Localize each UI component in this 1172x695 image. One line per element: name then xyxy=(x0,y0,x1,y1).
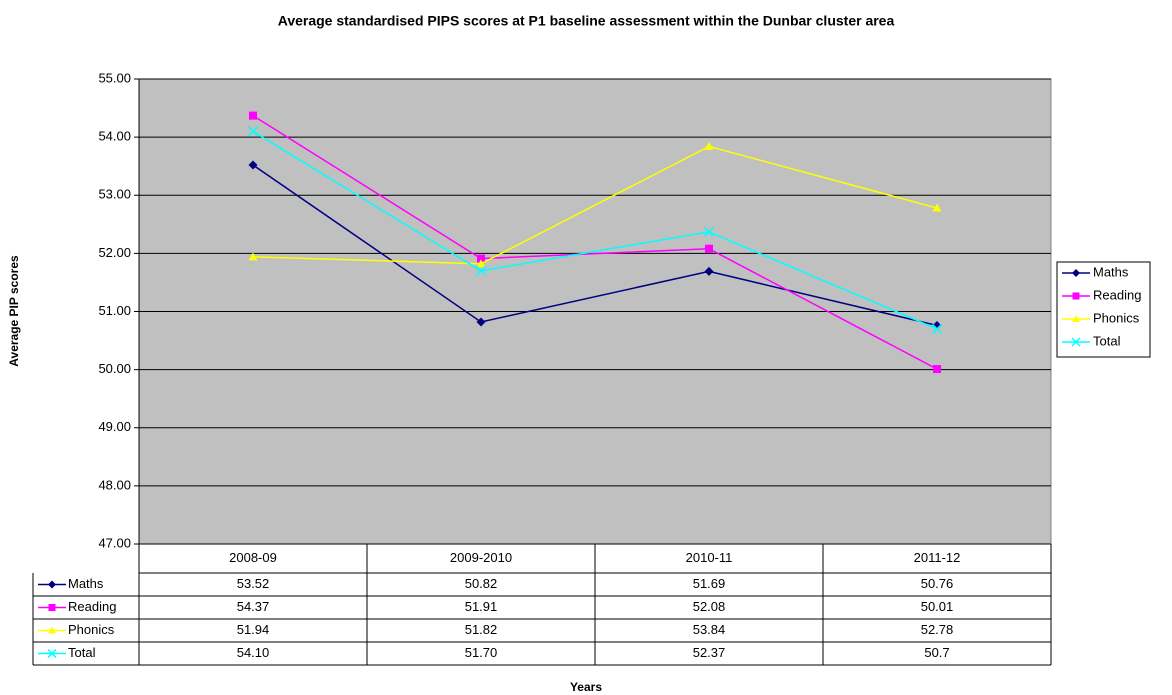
y-tick-label: 53.00 xyxy=(98,187,131,202)
table-series-name: Maths xyxy=(68,576,104,591)
marker xyxy=(704,141,714,150)
y-tick-label: 52.00 xyxy=(98,245,131,260)
marker xyxy=(931,323,943,334)
marker xyxy=(48,626,56,634)
legend-label: Maths xyxy=(1093,264,1129,279)
table-cell: 51.70 xyxy=(465,645,498,660)
marker xyxy=(48,604,56,611)
table-cell: 51.69 xyxy=(693,576,726,591)
series-line xyxy=(252,164,938,327)
marker xyxy=(249,111,257,120)
table-cell: 54.37 xyxy=(237,599,270,614)
table-cell: 51.94 xyxy=(237,622,270,637)
table-series-name: Total xyxy=(68,645,96,660)
table-cell: 52.08 xyxy=(693,599,726,614)
table-cell: 51.82 xyxy=(465,622,498,637)
marker xyxy=(247,126,259,137)
table-cell: 51.91 xyxy=(465,599,498,614)
x-axis-label: Years xyxy=(570,680,602,694)
marker xyxy=(476,317,486,327)
y-tick-label: 54.00 xyxy=(98,129,131,144)
table-cell: 53.52 xyxy=(237,576,270,591)
marker xyxy=(476,259,486,268)
marker xyxy=(705,244,713,253)
marker xyxy=(248,252,258,261)
y-axis-label: Average PIP scores xyxy=(7,255,21,367)
chart-title: Average standardised PIPS scores at P1 b… xyxy=(278,13,895,29)
y-tick-label: 49.00 xyxy=(98,419,131,434)
legend-label: Total xyxy=(1093,333,1121,348)
legend-label: Reading xyxy=(1093,287,1141,302)
marker xyxy=(1072,292,1080,300)
marker xyxy=(47,648,57,659)
series-line xyxy=(252,114,938,370)
marker xyxy=(1071,337,1081,347)
marker xyxy=(1072,315,1080,322)
table-cell: 50.01 xyxy=(921,599,954,614)
series-line xyxy=(252,145,938,265)
marker xyxy=(704,266,714,276)
y-tick-label: 48.00 xyxy=(98,477,131,492)
marker xyxy=(48,580,56,589)
x-tick-label: 2010-11 xyxy=(686,550,733,565)
x-tick-label: 2011-12 xyxy=(914,550,961,565)
y-tick-label: 50.00 xyxy=(98,361,131,376)
marker xyxy=(248,160,258,170)
marker xyxy=(703,226,715,237)
table-series-name: Reading xyxy=(68,599,116,614)
table-cell: 52.78 xyxy=(921,622,954,637)
legend-label: Phonics xyxy=(1093,310,1140,325)
table-cell: 53.84 xyxy=(693,622,726,637)
x-tick-label: 2009-2010 xyxy=(450,550,512,565)
series-line xyxy=(252,130,938,330)
table-cell: 54.10 xyxy=(237,645,270,660)
marker xyxy=(477,254,485,263)
y-tick-label: 55.00 xyxy=(98,70,131,85)
y-tick-label: 51.00 xyxy=(98,303,131,318)
legend xyxy=(1056,261,1151,358)
table-cell: 52.37 xyxy=(693,645,726,660)
x-tick-label: 2008-09 xyxy=(229,550,277,565)
marker xyxy=(933,365,941,374)
marker xyxy=(475,265,487,276)
marker xyxy=(932,203,942,212)
y-tick-label: 47.00 xyxy=(98,535,131,550)
table-cell: 50.82 xyxy=(465,576,498,591)
table-cell: 50.76 xyxy=(921,576,954,591)
marker xyxy=(1072,269,1080,277)
table-series-name: Phonics xyxy=(68,622,115,637)
table-cell: 50.7 xyxy=(924,645,949,660)
